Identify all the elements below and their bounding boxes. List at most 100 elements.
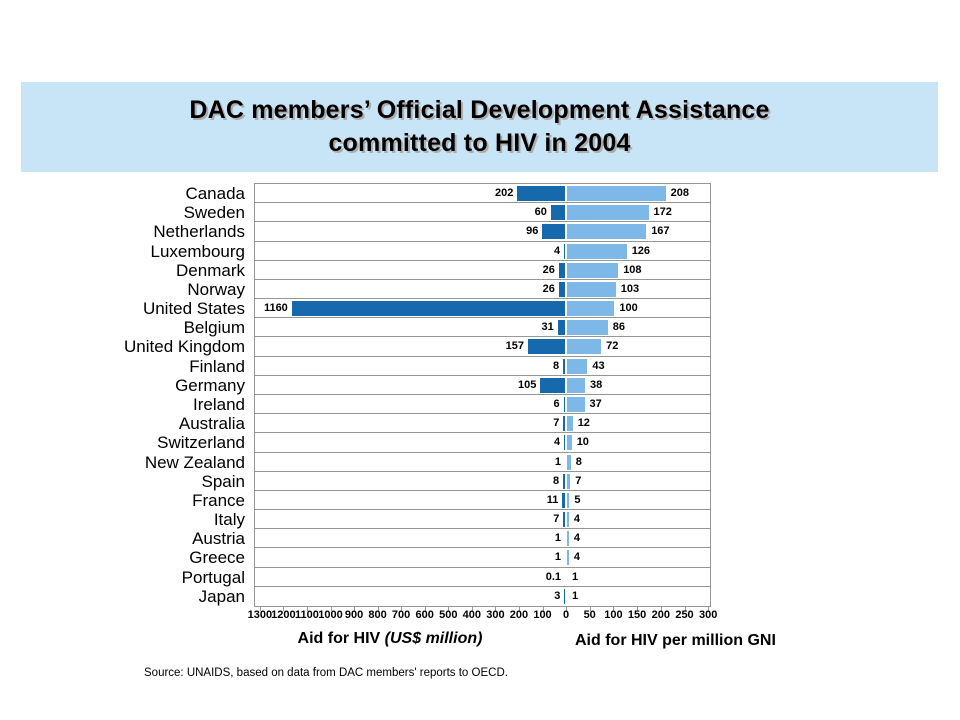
country-label: Australia — [178, 414, 245, 433]
aid-per-million-gni-bar — [567, 435, 572, 450]
aid-per-million-gni-bar — [567, 205, 649, 220]
country-label: Greece — [189, 548, 245, 567]
value-label-left: 96 — [526, 225, 539, 237]
axis-tick — [637, 607, 639, 611]
chart-row — [255, 491, 710, 510]
chart-row — [255, 395, 710, 414]
chart-row — [255, 510, 710, 529]
aid-per-million-gni-bar — [567, 359, 588, 374]
axis-tick — [471, 607, 473, 611]
chart-row — [255, 242, 710, 261]
axis-tick — [377, 607, 379, 611]
country-label: New Zealand — [144, 453, 245, 472]
country-label: Luxembourg — [150, 242, 245, 261]
axis-tick — [613, 607, 615, 611]
axis-tick — [660, 607, 662, 611]
left-axis-title-text: Aid for HIV — [297, 630, 385, 647]
aid-for-hiv-bar — [564, 244, 565, 259]
value-label-right: 72 — [606, 340, 619, 352]
aid-for-hiv-bar — [291, 301, 565, 316]
value-label-left: 8 — [552, 360, 560, 372]
axis-tick-label: 700 — [391, 609, 411, 621]
axis-tick — [354, 607, 356, 611]
value-label-right: 167 — [651, 225, 670, 237]
axis-tick-label: 0 — [562, 609, 570, 621]
value-label-left: 7 — [553, 417, 560, 429]
axis-tick-label: 100 — [604, 609, 623, 621]
axis-tick-label: 200 — [509, 609, 529, 621]
value-label-left: 26 — [542, 264, 555, 276]
chart-row — [255, 203, 710, 222]
aid-per-million-gni-bar — [567, 416, 573, 431]
aid-per-million-gni-bar — [567, 531, 569, 546]
value-label-left: 1160 — [263, 302, 288, 314]
country-label: France — [192, 491, 245, 510]
axis-tick — [283, 607, 285, 611]
axis-tick — [259, 607, 261, 611]
country-labels: Canada Sweden Netherlands Luxembourg Denmark… — [0, 184, 245, 608]
aid-for-hiv-bar — [542, 224, 565, 239]
aid-per-million-gni-bar — [567, 512, 569, 527]
axis-tick-label: 300 — [486, 609, 505, 621]
aid-for-hiv-bar — [564, 589, 565, 604]
aid-for-hiv-bar — [564, 435, 565, 450]
value-label-right: 100 — [619, 302, 638, 314]
aid-for-hiv-bar — [557, 320, 565, 335]
chart-row — [255, 318, 710, 337]
x-axis: 1300 1200 1100 1000 900 800 700 600 500 400 300 200… — [0, 607, 960, 631]
aid-for-hiv-bar — [558, 263, 565, 278]
axis-tick-label: 300 — [699, 609, 718, 621]
value-label-left: 4 — [553, 436, 561, 448]
axis-tick — [566, 607, 567, 611]
value-label-left: 3 — [554, 590, 561, 602]
country-label: United Kingdom — [124, 337, 245, 356]
value-label-right: 43 — [592, 360, 605, 372]
plot-area: 202 208 60 172 96 167 4 126 26 108 26 103 1160 100 31 8… — [254, 183, 711, 607]
value-label-left: 8 — [552, 475, 560, 487]
chart-row — [255, 357, 710, 376]
value-label-right: 208 — [670, 187, 689, 199]
country-label: Netherlands — [153, 222, 245, 241]
chart-row — [255, 222, 710, 242]
axis-tick-label: 1300 — [247, 609, 273, 621]
aid-for-hiv-bar — [563, 512, 565, 527]
aid-per-million-gni-bar — [567, 320, 608, 335]
axis-tick-label: 200 — [651, 609, 670, 621]
value-label-left: 1 — [554, 456, 561, 468]
chart-row — [255, 414, 710, 433]
axis-tick-label: 400 — [462, 609, 481, 621]
value-label-left: 26 — [542, 283, 555, 295]
country-label: Finland — [189, 357, 245, 376]
left-axis-title-unit: (US$ million) — [384, 630, 483, 647]
axis-tick-label: 600 — [415, 609, 434, 621]
axis-tick — [589, 607, 591, 611]
aid-for-hiv-bar — [563, 474, 565, 489]
chart-row — [255, 280, 710, 299]
axis-tick-label: 250 — [675, 609, 694, 621]
chart-row — [255, 337, 710, 357]
aid-per-million-gni-bar — [567, 339, 602, 354]
axis-tick-label: 150 — [627, 609, 647, 621]
value-label-left: 60 — [534, 206, 547, 218]
value-label-right: 10 — [576, 436, 589, 448]
value-label-left: 1 — [554, 551, 561, 563]
value-label-right: 38 — [590, 379, 603, 391]
value-label-left: 202 — [495, 187, 514, 199]
value-label-left: 157 — [505, 340, 524, 352]
value-label-right: 1 — [572, 571, 579, 583]
country-label: Belgium — [183, 318, 245, 337]
country-label: Sweden — [183, 203, 245, 222]
country-label: Italy — [213, 510, 245, 529]
country-label: Ireland — [193, 395, 245, 414]
value-label-left: 0.1 — [545, 571, 561, 583]
aid-for-hiv-bar — [550, 205, 565, 220]
value-label-right: 86 — [612, 321, 626, 333]
aid-per-million-gni-bar — [567, 397, 585, 412]
aid-for-hiv-bar — [563, 397, 565, 412]
value-label-right: 8 — [575, 456, 582, 468]
source-note: Source: UNAIDS, based on data from DAC m… — [144, 667, 508, 679]
axis-tick-label: 1200 — [271, 609, 296, 621]
aid-per-million-gni-bar — [567, 224, 647, 239]
country-label: Switzerland — [157, 433, 245, 452]
